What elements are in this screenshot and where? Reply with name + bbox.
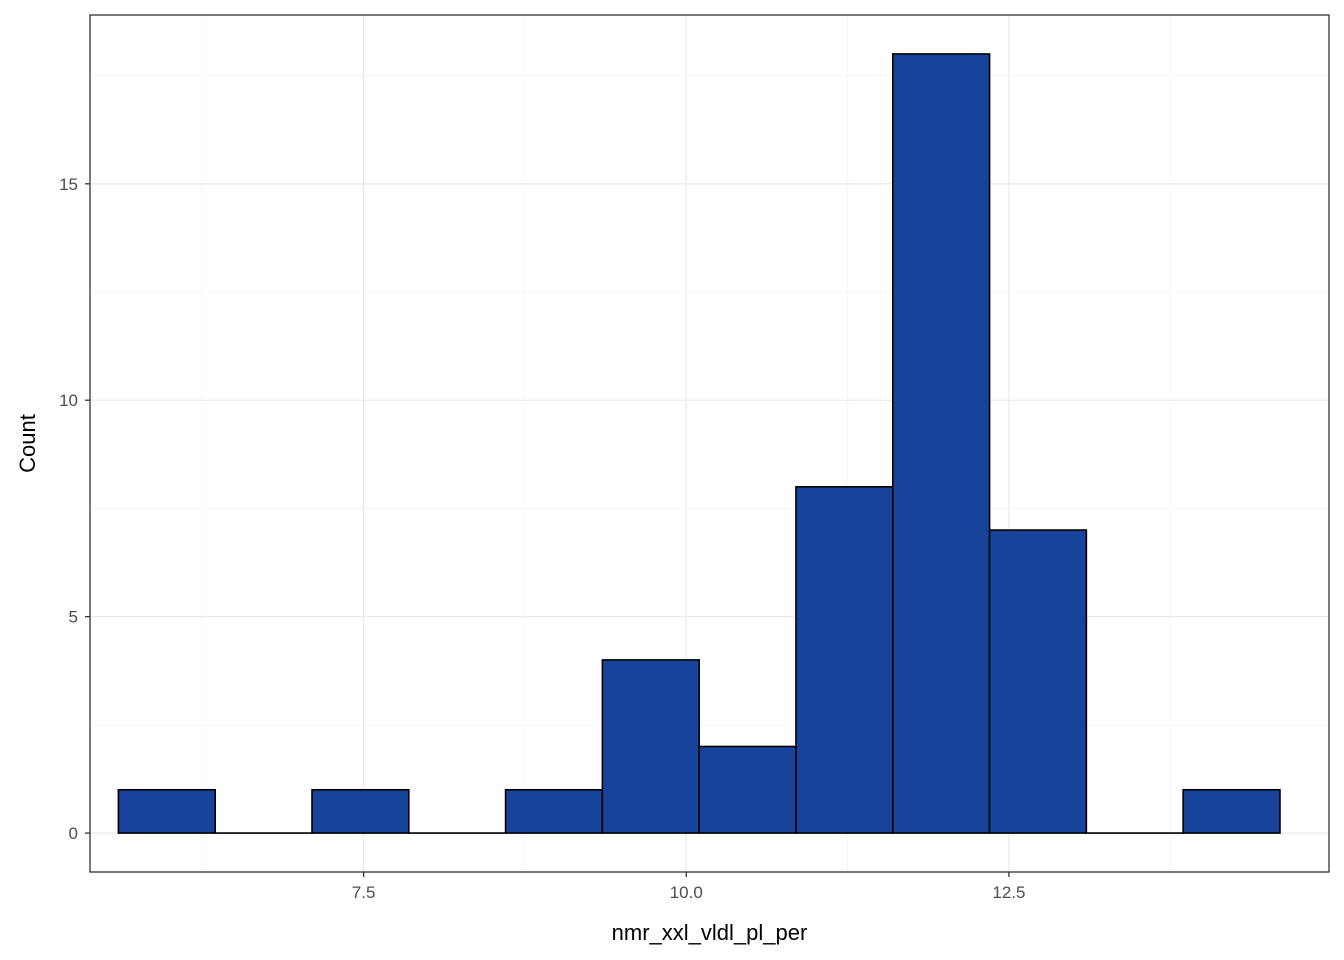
histogram-bar [311, 788, 410, 834]
x-tick-label: 7.5 [352, 883, 376, 902]
y-tick-label: 15 [59, 175, 78, 194]
x-axis-title: nmr_xxl_vldl_pl_per [612, 920, 808, 945]
histogram-bar [117, 788, 216, 834]
histogram-bar [891, 53, 991, 834]
y-tick-label: 0 [69, 824, 78, 843]
y-axis: 0 5 10 15 [59, 175, 90, 843]
y-tick-label: 10 [59, 391, 78, 410]
x-tick-label: 10.0 [670, 883, 703, 902]
histogram-bar [1182, 788, 1281, 834]
histogram-bar [698, 745, 797, 834]
histogram-bar [988, 529, 1088, 834]
histogram-bars [117, 53, 1281, 834]
minor-gridlines [90, 15, 1329, 872]
y-axis-title: Count [15, 414, 40, 473]
histogram-bar [504, 788, 604, 834]
x-axis: 7.5 10.0 12.5 [352, 872, 1025, 902]
histogram-bar [795, 485, 894, 834]
histogram-bar [601, 659, 700, 834]
x-tick-label: 12.5 [992, 883, 1025, 902]
plot-panel-border [89, 14, 1330, 873]
y-tick-label: 5 [69, 608, 78, 627]
